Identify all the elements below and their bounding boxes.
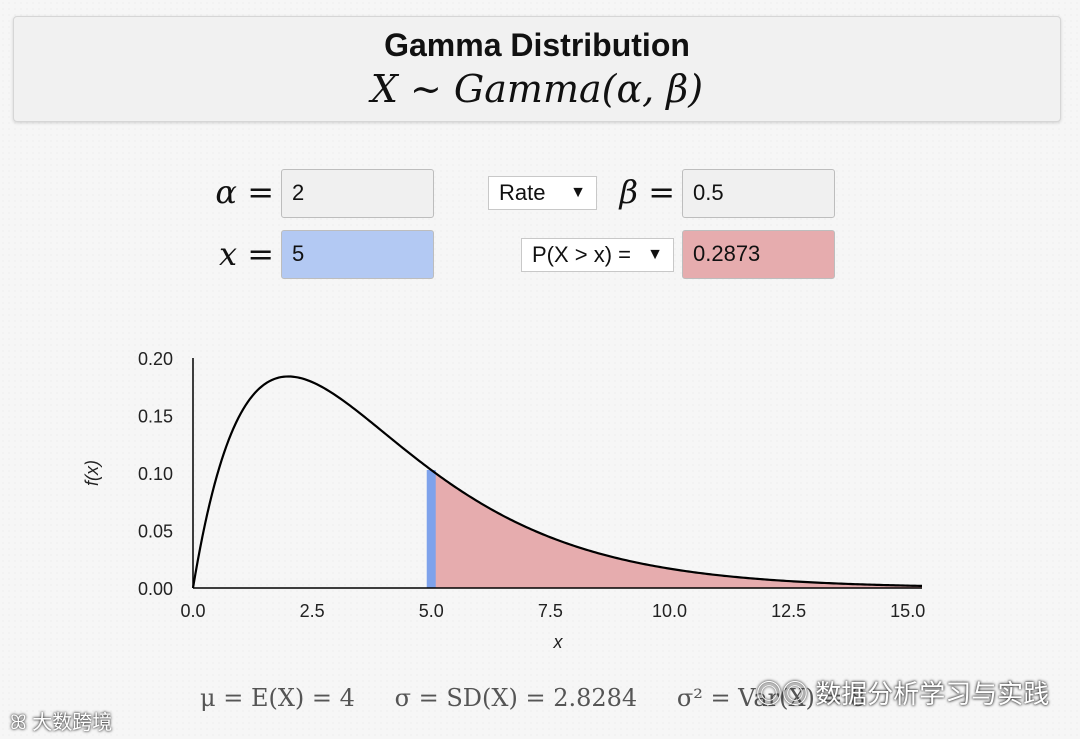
page-title: Gamma Distribution: [384, 27, 690, 63]
sd-stat: σ = SD(X) = 2.8284: [394, 684, 638, 712]
x-tick-label: 2.5: [300, 601, 325, 621]
alpha-label: α =: [215, 173, 274, 211]
x-tick-label: 10.0: [652, 601, 687, 621]
watermark-right: ◎◎ 数据分析学习与实践: [756, 679, 1050, 709]
y-tick-label: 0.20: [138, 349, 173, 369]
x-tick-label: 7.5: [538, 601, 563, 621]
x-input[interactable]: 5: [281, 230, 434, 279]
y-tick-label: 0.00: [138, 579, 173, 599]
x-label: x =: [218, 235, 274, 273]
y-tick-label: 0.15: [138, 407, 173, 427]
distribution-formula: X ∼ Gamma(α, β): [370, 67, 704, 111]
mean-stat: μ = E(X) = 4: [200, 684, 355, 712]
beta-label: β =: [619, 173, 675, 211]
density-curve: [191, 375, 923, 589]
x-tick-label: 0.0: [180, 601, 205, 621]
logo-icon: ꕤ: [10, 712, 33, 734]
x-axis-label: x: [553, 632, 564, 652]
x-tick-label: 12.5: [771, 601, 806, 621]
param-mode-select[interactable]: Rate ▼: [488, 176, 597, 210]
alpha-input[interactable]: 2: [281, 169, 434, 218]
chevron-down-icon: ▼: [570, 184, 586, 201]
y-tick-label: 0.05: [138, 522, 173, 542]
probability-mode-select[interactable]: P(X > x) = ▼: [521, 238, 674, 272]
variance-stat: σ² = Var(X) = 8: [676, 684, 866, 712]
title-panel: Gamma Distribution X ∼ Gamma(α, β): [13, 16, 1061, 122]
tail-area: [431, 470, 922, 588]
chevron-down-icon: ▼: [647, 246, 663, 263]
probability-mode-value: P(X > x) =: [532, 242, 632, 267]
param-mode-value: Rate: [499, 180, 546, 205]
wechat-icon: ◎◎: [756, 679, 816, 709]
summary-stats: μ = E(X) = 4 σ = SD(X) = 2.8284 σ² = Var…: [200, 684, 898, 712]
probability-output: 0.2873: [682, 230, 835, 279]
x-tick-label: 5.0: [419, 601, 444, 621]
watermark-left: ꕤ 大数跨境: [10, 712, 113, 734]
beta-input[interactable]: 0.5: [682, 169, 835, 218]
y-tick-label: 0.10: [138, 464, 173, 484]
x-tick-label: 15.0: [890, 601, 925, 621]
y-axis-label: f(x): [82, 460, 102, 486]
